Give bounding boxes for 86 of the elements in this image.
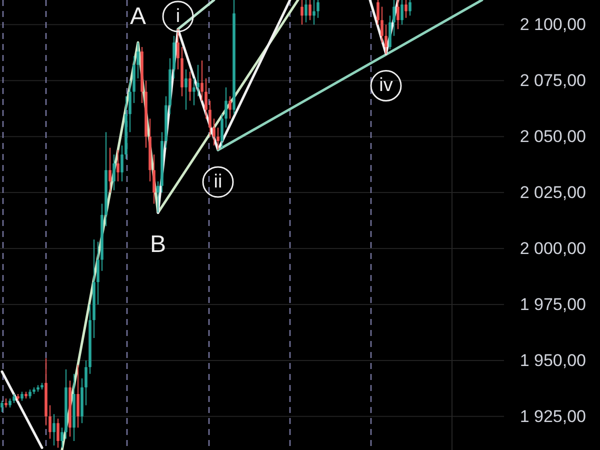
y-tick-label: 2 050,00: [520, 127, 586, 146]
candlestick: [228, 96, 232, 119]
candlestick: [308, 0, 312, 20]
candlestick: [312, 0, 316, 25]
candlestick: [400, 0, 404, 25]
candlestick: [24, 392, 28, 399]
candlestick: [168, 58, 172, 114]
candlestick: [20, 392, 24, 401]
candlestick: [156, 181, 160, 213]
candlestick: [0, 400, 4, 412]
candlestick: [220, 114, 224, 148]
candlestick: [176, 29, 180, 70]
candlestick: [380, 6, 384, 43]
candlestick: [204, 78, 208, 119]
candlestick: [384, 24, 388, 54]
candlestick: [52, 414, 56, 446]
candlestick: [132, 56, 136, 103]
candlestick: [128, 80, 132, 132]
candlestick: [232, 0, 236, 114]
candlestick: [40, 382, 44, 390]
candlestick: [300, 0, 304, 25]
y-tick-label: 2 000,00: [520, 239, 586, 258]
candlestick: [124, 96, 128, 159]
candlestick: [68, 380, 72, 437]
candlestick: [100, 204, 104, 271]
candlestick: [376, 0, 380, 25]
candlestick: [108, 148, 112, 193]
candlestick: [404, 0, 408, 18]
candlestick: [212, 118, 216, 146]
candlestick: [16, 394, 20, 401]
candlestick: [164, 96, 168, 148]
candlestick: [140, 47, 144, 103]
candlestick: [196, 64, 200, 96]
candlestick: [200, 60, 204, 101]
candlestick: [112, 154, 116, 190]
candlestick: [304, 0, 308, 22]
candlestick: [208, 100, 212, 137]
data-label: iv: [379, 75, 394, 96]
candlestick: [72, 374, 76, 442]
candlestick: [224, 87, 228, 128]
candlestick: [160, 132, 164, 193]
candlestick: [80, 378, 84, 424]
candlestick: [4, 398, 8, 408]
candlestick: [60, 428, 64, 448]
candlestick: [84, 360, 88, 406]
candlestick: [136, 42, 140, 78]
candlestick: [48, 405, 52, 439]
candlestick: [408, 0, 412, 16]
y-tick-label: 1 925,00: [520, 406, 586, 426]
candlestick: [12, 394, 16, 403]
candlestick: [76, 364, 80, 428]
data-label: B: [150, 231, 166, 258]
y-tick-label: 1 975,00: [520, 294, 586, 314]
candlestick: [56, 418, 60, 448]
candlestick: [148, 118, 152, 182]
candlestick: [104, 132, 108, 226]
candlestick: [184, 69, 188, 110]
data-label: i: [176, 6, 180, 27]
y-tick-label: 1 950,00: [520, 350, 586, 370]
candlestick: [188, 72, 192, 101]
candlestick: [316, 0, 320, 18]
candlestick: [192, 78, 196, 106]
candlestick: [180, 47, 184, 96]
candlestick: [216, 128, 220, 150]
candlestick: [116, 150, 120, 182]
candlestick: [96, 242, 100, 304]
candlestick: [92, 240, 96, 338]
candlestick: [32, 387, 36, 394]
y-tick-label: 2 075,00: [520, 71, 586, 90]
candlestick: [8, 398, 12, 408]
candlestick: [88, 304, 92, 374]
candlestick: [388, 16, 392, 50]
candlestick: [28, 390, 32, 399]
y-tick-label: 2 100,00: [520, 15, 586, 34]
data-label: A: [130, 3, 146, 30]
candlestick: [36, 385, 40, 392]
y-tick-label: 2 025,00: [520, 183, 586, 202]
data-label: ii: [214, 172, 222, 192]
candlestick: [120, 146, 124, 182]
candlestick: [152, 154, 156, 204]
candlestick: [396, 0, 400, 30]
candlestick: [392, 0, 396, 36]
candlestick: [172, 36, 176, 78]
candlestick: [64, 369, 68, 439]
candlestick: [44, 358, 48, 426]
candlestick: [144, 80, 148, 148]
